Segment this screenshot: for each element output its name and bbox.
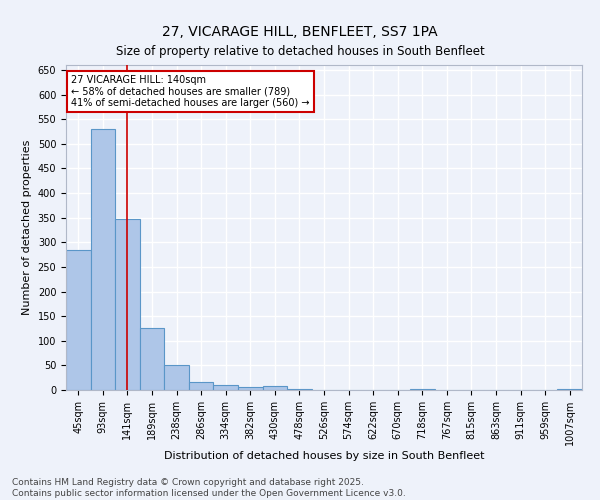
Bar [66,250,91,390]
Text: Contains HM Land Registry data © Crown copyright and database right 2025.
Contai: Contains HM Land Registry data © Crown c… [12,478,406,498]
Bar [263,386,287,390]
Text: 27 VICARAGE HILL: 140sqm
← 58% of detached houses are smaller (789)
41% of semi-: 27 VICARAGE HILL: 140sqm ← 58% of detach… [71,74,310,108]
Bar [140,328,164,390]
Bar [410,388,434,390]
Bar [189,382,214,390]
Bar [287,388,312,390]
Text: 27, VICARAGE HILL, BENFLEET, SS7 1PA: 27, VICARAGE HILL, BENFLEET, SS7 1PA [162,25,438,39]
Text: Size of property relative to detached houses in South Benfleet: Size of property relative to detached ho… [116,45,484,58]
Bar [557,389,582,390]
Bar [91,129,115,390]
Bar [214,385,238,390]
Bar [238,387,263,390]
X-axis label: Distribution of detached houses by size in South Benfleet: Distribution of detached houses by size … [164,450,484,460]
Bar [164,366,189,390]
Bar [115,218,140,390]
Y-axis label: Number of detached properties: Number of detached properties [22,140,32,315]
